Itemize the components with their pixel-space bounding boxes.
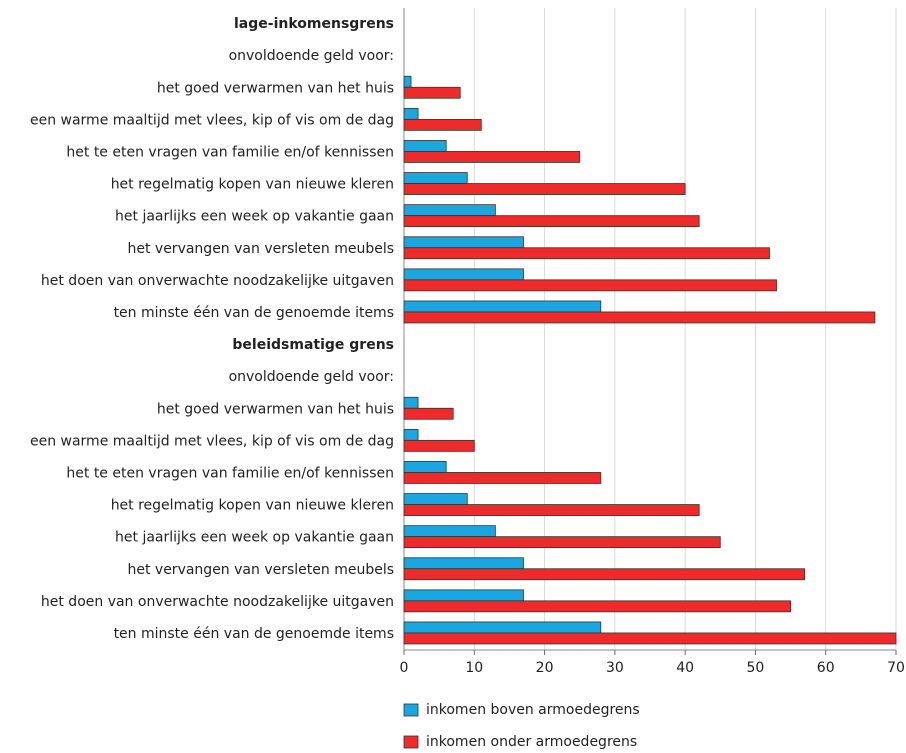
x-tick-label: 60 xyxy=(817,660,835,676)
legend-swatch xyxy=(403,735,419,749)
category-label: het jaarlijks een week op vakantie gaan xyxy=(115,530,394,546)
bar xyxy=(403,311,876,324)
bar xyxy=(403,589,524,602)
bar xyxy=(403,525,496,538)
bar xyxy=(403,493,468,505)
bar xyxy=(403,300,602,313)
bar xyxy=(403,439,475,452)
bar xyxy=(403,247,770,260)
bar xyxy=(403,268,524,281)
legend-label: inkomen boven armoedegrens xyxy=(426,702,640,718)
category-label: het doen van onverwachte noodzakelijke u… xyxy=(41,273,394,289)
category-label: het vervangen van versleten meubels xyxy=(127,241,394,257)
category-label: het goed verwarmen van het huis xyxy=(157,401,394,417)
bar xyxy=(403,396,419,409)
category-label: het te eten vragen van familie en/of ken… xyxy=(66,465,394,481)
legend-swatch xyxy=(403,703,419,717)
category-label: lage-inkomensgrens xyxy=(234,16,394,32)
x-tick-label: 50 xyxy=(747,660,765,676)
bar xyxy=(403,568,806,581)
x-tick-label: 20 xyxy=(536,660,554,676)
category-label: beleidsmatige grens xyxy=(232,337,394,353)
bar xyxy=(403,407,454,420)
bar xyxy=(403,557,524,570)
category-label: het doen van onverwachte noodzakelijke u… xyxy=(41,594,394,610)
category-label: ten minste één van de genoemde items xyxy=(114,626,394,642)
x-tick-label: 0 xyxy=(400,660,409,676)
category-label: het jaarlijks een week op vakantie gaan xyxy=(115,209,394,225)
x-tick-label: 70 xyxy=(887,660,905,676)
bar xyxy=(403,172,468,184)
category-label: het goed verwarmen van het huis xyxy=(157,80,394,96)
bar xyxy=(403,118,482,131)
bar xyxy=(403,504,700,516)
bar xyxy=(403,86,461,99)
bar xyxy=(403,621,602,634)
bar xyxy=(403,204,496,217)
category-label: het vervangen van versleten meubels xyxy=(127,562,394,578)
category-label: onvoldoende geld voor: xyxy=(229,369,394,385)
bar xyxy=(403,472,602,484)
category-label: het regelmatig kopen van nieuwe kleren xyxy=(111,177,394,193)
bar xyxy=(403,183,686,195)
category-label: het te eten vragen van familie en/of ken… xyxy=(66,144,394,160)
bar xyxy=(403,632,897,645)
bar xyxy=(403,536,721,549)
x-tick-label: 40 xyxy=(676,660,694,676)
bar xyxy=(403,279,777,292)
legend-label: inkomen onder armoedegrens xyxy=(426,734,637,749)
category-label: het regelmatig kopen van nieuwe kleren xyxy=(111,498,394,514)
bar xyxy=(403,236,524,249)
category-label: een warme maaltijd met vlees, kip of vis… xyxy=(30,433,394,449)
x-tick-label: 30 xyxy=(606,660,624,676)
bar xyxy=(403,140,447,152)
bar xyxy=(403,215,700,228)
category-label: onvoldoende geld voor: xyxy=(229,48,394,64)
bar xyxy=(403,428,419,441)
x-tick-label: 10 xyxy=(465,660,483,676)
category-label: ten minste één van de genoemde items xyxy=(114,305,394,321)
bar xyxy=(403,107,419,120)
bar xyxy=(403,600,791,613)
category-label: een warme maaltijd met vlees, kip of vis… xyxy=(30,112,394,128)
bar xyxy=(403,151,581,163)
bar xyxy=(403,75,412,88)
bar xyxy=(403,461,447,473)
